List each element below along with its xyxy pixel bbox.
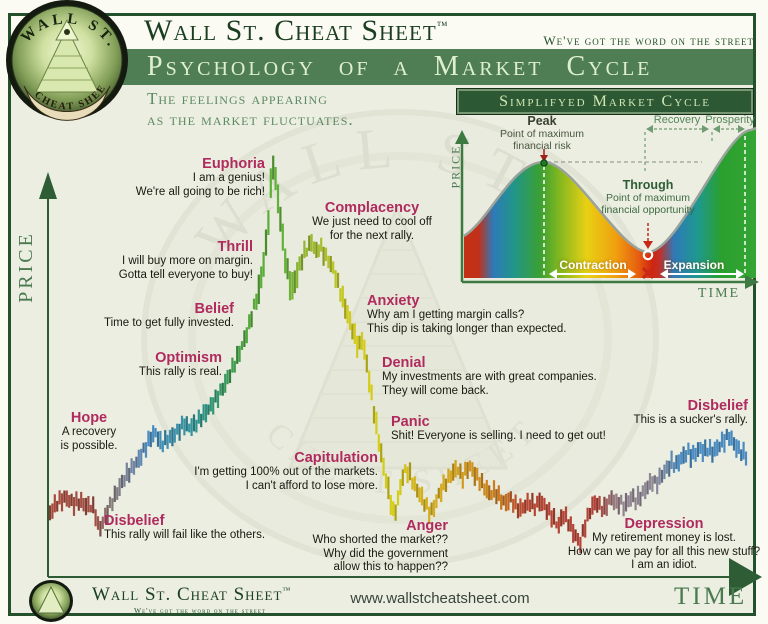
footer-logo [29, 580, 73, 622]
page-title: Psychology of a Market Cycle [147, 51, 653, 82]
stage-thrill: Thrill I will buy more on margin. Gotta te… [93, 239, 253, 282]
stage-quote: This rally will fail like the others. [104, 529, 266, 541]
stage-title: Belief [194, 301, 235, 317]
cycle-wave-line [463, 126, 757, 254]
stage-quote: Shit! Everyone is selling. I need to get… [391, 430, 606, 442]
stage-quote: Who shorted the market?? [312, 534, 448, 546]
stage-quote: My investments are with great companies. [382, 371, 597, 383]
stage-depression: Depression My retirement money is lost. Ho… [566, 516, 762, 573]
footer-tagline: We've got the word on the street [134, 606, 266, 615]
stage-quote: I can't afford to lose more. [245, 479, 378, 492]
inset-chart [455, 125, 759, 289]
peak-line1: Point of maximum [499, 128, 585, 140]
prosperity-label: Prosperity [705, 114, 755, 126]
website-url: www.wallstcheatsheet.com [350, 590, 530, 607]
stage-quote: I am an idiot. [631, 559, 697, 571]
stage-anxiety: Anxiety Why am I getting margin calls? Thi… [367, 293, 572, 336]
peak-line2: financial risk [513, 140, 571, 152]
stage-quote: I will buy more on margin. [121, 255, 253, 267]
trough-line2: financial opportunity [601, 204, 695, 216]
brand-tagline: We've got the word on the street [543, 33, 754, 48]
stage-quote: This is a sucker's rally. [633, 414, 748, 426]
brand-title-text: Wall St. Cheat Sheet [144, 14, 437, 47]
stage-quote: Gotta tell everyone to buy! [118, 268, 253, 281]
stage-title: Panic [391, 414, 430, 430]
footer-brand: Wall St. Cheat Sheet™ [92, 584, 291, 606]
stage-quote: for the next rally. [329, 229, 415, 242]
stage-title: Complacency [324, 200, 420, 216]
stage-belief: Belief Time to get fully invested. [74, 301, 234, 331]
price-axis-label: PRICE [15, 231, 37, 303]
stage-anger: Anger Who shorted the market?? Why did the… [283, 518, 448, 575]
trademark: ™ [436, 20, 448, 32]
cycle-wave-area [464, 128, 756, 278]
stage-title: Thrill [217, 239, 253, 255]
stage-quote: We're all going to be rich! [135, 185, 265, 198]
stage-title: Capitulation [294, 450, 378, 466]
title-band [11, 49, 753, 85]
stage-quote: My retirement money is lost. [592, 532, 736, 544]
pyramid-icon [35, 26, 99, 93]
page-subtitle: The feelings appearing as the market flu… [147, 88, 354, 130]
stage-title: Hope [70, 410, 108, 426]
brand-title: Wall St. Cheat Sheet™ [144, 14, 447, 48]
time-axis-label: TIME [674, 583, 748, 610]
contraction-label: Contraction [559, 258, 627, 272]
stage-disbelief: Disbelief This is a sucker's rally. [598, 398, 748, 428]
stage-title: Denial [382, 355, 426, 371]
header-strip [11, 16, 753, 49]
trough-line1: Point of maximum [605, 192, 691, 204]
x-axis-arrow-icon [729, 558, 762, 596]
stage-quote: This dip is taking longer than expected. [367, 322, 567, 335]
y-axis-arrow-icon [39, 172, 57, 199]
peak-annotation: Peak Point of maximum financial risk [492, 114, 592, 152]
stage-quote: A recovery [61, 426, 117, 438]
stage-quote: I am a genius! [192, 172, 265, 184]
stage-euphoria: Euphoria I am a genius! We're all going to… [115, 156, 265, 199]
inset-title: Simplifyed Market Cycle [456, 88, 754, 115]
peak-title: Peak [527, 114, 557, 128]
stage-quote: I'm getting 100% out of the markets. [194, 466, 378, 478]
subtitle-line2: as the market fluctuates. [147, 110, 354, 129]
footer-trademark: ™ [282, 585, 292, 595]
trough-title: Through [622, 178, 674, 192]
stage-quote: Why did the government [323, 547, 448, 560]
footer-brand-text: Wall St. Cheat Sheet [92, 584, 283, 605]
stage-optimism: Optimism This rally is real. [92, 350, 222, 380]
trough-annotation: Through Point of maximum financial oppor… [596, 178, 700, 216]
stage-quote: We just need to cool off [312, 216, 432, 228]
stage-hope: Hope A recovery is possible. [56, 410, 122, 453]
stage-title: Disbelief [104, 513, 165, 529]
stage-title: Depression [624, 516, 704, 532]
footer-pyramid-icon [37, 585, 65, 614]
stage-quote: Time to get fully invested. [104, 317, 234, 329]
stage-quote: Why am I getting margin calls? [367, 309, 525, 321]
peak-dot [540, 159, 548, 167]
stage-capitulation: Capitulation I'm getting 100% out of the … [193, 450, 378, 493]
stage-title: Anxiety [367, 293, 420, 309]
stage-quote: is possible. [60, 439, 118, 452]
inset-time-label: TIME [697, 286, 741, 301]
stage-panic: Panic Shit! Everyone is selling. I need t… [391, 414, 606, 444]
stage-disbelief: Disbelief This rally will fail like the o… [104, 513, 279, 543]
stage-quote: allow this to happen?? [333, 561, 448, 573]
price-line [48, 155, 748, 554]
stage-title: Euphoria [202, 156, 265, 172]
stage-denial: Denial My investments are with great comp… [382, 355, 597, 398]
stage-title: Disbelief [687, 398, 748, 414]
stage-quote: How can we pay for all this new stuff? [567, 545, 761, 558]
trough-x-marker [641, 266, 655, 280]
stage-quote: They will come back. [382, 384, 489, 397]
stage-title: Optimism [155, 350, 222, 366]
expansion-label: Expansion [663, 258, 725, 272]
stage-title: Anger [406, 518, 448, 534]
stage-complacency: Complacency We just need to cool off for t… [297, 200, 447, 243]
stage-quote: This rally is real. [138, 366, 222, 378]
brand-logo: WALL ST. CHEAT SHEET [4, 0, 128, 121]
trough-dot [642, 249, 654, 261]
recovery-label: Recovery [653, 114, 701, 126]
subtitle-line1: The feelings appearing [147, 89, 328, 108]
